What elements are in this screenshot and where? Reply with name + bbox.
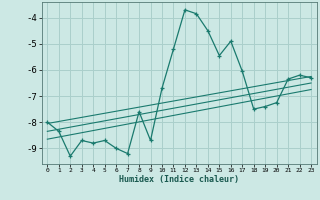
X-axis label: Humidex (Indice chaleur): Humidex (Indice chaleur): [119, 175, 239, 184]
